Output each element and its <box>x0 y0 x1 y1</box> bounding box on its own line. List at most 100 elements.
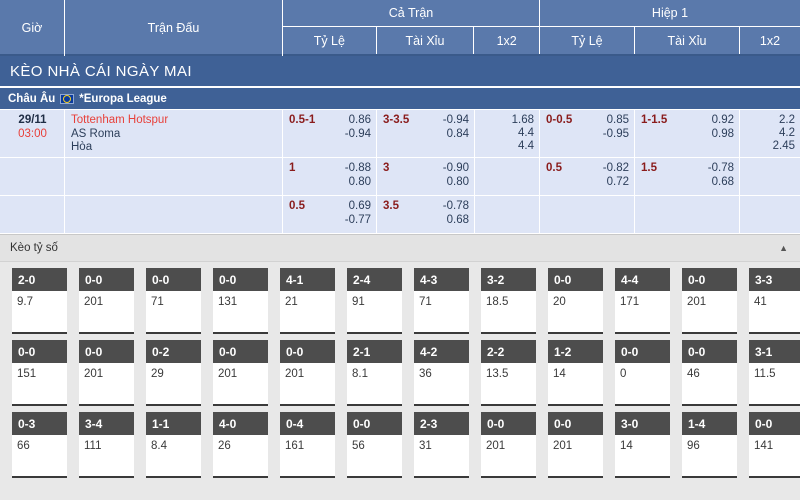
handicap-full-row1[interactable]: 0.5-1 0.86 -0.94 <box>283 110 377 157</box>
league-name-label: *Europa League <box>79 92 167 105</box>
match-date: 29/11 <box>18 114 47 126</box>
score-odds-cell[interactable]: 1-4 96 <box>682 412 737 478</box>
score-odds-cell[interactable]: 4-1 21 <box>280 268 335 334</box>
score-odds-value: 29 <box>151 368 164 380</box>
overunder-full-row3[interactable]: 3.5 -0.78 0.68 <box>377 196 475 233</box>
score-odds-value: 20 <box>553 296 566 308</box>
score-odds-cell[interactable]: 0-3 66 <box>12 412 67 478</box>
score-label: 4-3 <box>414 268 469 291</box>
handicap-full-row2[interactable]: 1 -0.88 0.80 <box>283 158 377 195</box>
score-odds-cell[interactable]: 1-1 8.4 <box>146 412 201 478</box>
handicap-h1-away-odds: 0.72 <box>606 175 629 188</box>
handicap-h1-away-odds: -0.95 <box>602 127 629 140</box>
score-odds-cell[interactable]: 0-0 151 <box>12 340 67 406</box>
score-odds-cell[interactable]: 3-0 14 <box>615 412 670 478</box>
score-odds-value: 201 <box>218 368 238 380</box>
handicap-home-odds: 0.86 <box>348 114 371 126</box>
score-label: 0-0 <box>548 268 603 291</box>
score-odds-cell[interactable]: 2-3 31 <box>414 412 469 478</box>
score-odds-cell[interactable]: 3-1 11.5 <box>749 340 800 406</box>
handicap-h1-row2[interactable]: 0.5 -0.82 0.72 <box>540 158 635 195</box>
score-odds-cell[interactable]: 2-0 9.7 <box>12 268 67 334</box>
match-teams-cell-empty <box>65 158 283 195</box>
score-odds-value: 21 <box>285 296 298 308</box>
score-odds-cell[interactable]: 0-0 131 <box>213 268 268 334</box>
overunder-h1-row1[interactable]: 1-1.5 0.92 0.98 <box>635 110 740 157</box>
score-odds-cell[interactable]: 0-0 0 <box>615 340 670 406</box>
score-odds-cell[interactable]: 4-2 36 <box>414 340 469 406</box>
score-odds-cell[interactable]: 0-0 201 <box>682 268 737 334</box>
score-odds-value: 9.7 <box>17 296 33 308</box>
score-odds-cell[interactable]: 0-2 29 <box>146 340 201 406</box>
overunder-full-row1[interactable]: 3-3.5 -0.94 0.84 <box>377 110 475 157</box>
onextwo-h1-draw-odds: 4.2 <box>779 127 795 139</box>
score-odds-cell[interactable]: 0-0 20 <box>548 268 603 334</box>
score-label: 0-0 <box>12 340 67 363</box>
score-odds-cell[interactable]: 0-0 141 <box>749 412 800 478</box>
handicap-h1-row3-empty <box>540 196 635 233</box>
score-odds-cell[interactable]: 1-2 14 <box>548 340 603 406</box>
score-odds-cell[interactable]: 0-0 201 <box>548 412 603 478</box>
score-odds-cell[interactable]: 4-3 71 <box>414 268 469 334</box>
score-odds-cell[interactable]: 3-3 41 <box>749 268 800 334</box>
score-label: 3-2 <box>481 268 536 291</box>
handicap-h1-row1[interactable]: 0-0.5 0.85 -0.95 <box>540 110 635 157</box>
score-label: 0-0 <box>548 412 603 435</box>
score-odds-cell[interactable]: 4-0 26 <box>213 412 268 478</box>
overunder-full-row2[interactable]: 3 -0.90 0.80 <box>377 158 475 195</box>
match-row-primary: 29/11 03:00 Tottenham Hotspur AS Roma Hò… <box>0 110 800 158</box>
onextwo-h1-row3-empty <box>740 196 800 233</box>
onextwo-full[interactable]: 1.68 4.4 4.4 <box>475 110 540 157</box>
under-h1-odds: 0.68 <box>711 175 734 188</box>
score-odds-value: 8.4 <box>151 440 167 452</box>
handicap-home-odds: 0.69 <box>348 200 371 212</box>
header-sub-1x2-h1: 1x2 <box>759 33 781 48</box>
score-odds-cell[interactable]: 3-4 111 <box>79 412 134 478</box>
header-group-full-match: Cả Trận Tỷ Lệ Tài Xỉu 1x2 <box>283 0 540 54</box>
onextwo-h1-row2-empty <box>740 158 800 195</box>
header-col-match: Trận Đấu <box>65 0 283 56</box>
score-odds-cell[interactable]: 0-0 46 <box>682 340 737 406</box>
match-teams-cell[interactable]: Tottenham Hotspur AS Roma Hòa <box>65 110 283 157</box>
score-odds-cell[interactable]: 0-4 161 <box>280 412 335 478</box>
header-col-time: Giờ <box>0 0 65 56</box>
score-odds-cell[interactable]: 2-1 8.1 <box>347 340 402 406</box>
score-odds-cell[interactable]: 0-0 71 <box>146 268 201 334</box>
chevron-up-icon[interactable]: ▲ <box>779 243 788 253</box>
score-label: 4-2 <box>414 340 469 363</box>
score-odds-value: 11.5 <box>754 368 776 380</box>
score-odds-cell[interactable]: 0-0 201 <box>481 412 536 478</box>
score-odds-value: 41 <box>754 296 767 308</box>
score-odds-value: 201 <box>285 368 305 380</box>
score-odds-value: 13.5 <box>486 368 509 380</box>
score-label: 0-0 <box>682 268 737 291</box>
onextwo-draw-odds: 4.4 <box>518 127 534 139</box>
score-odds-cell[interactable]: 2-4 91 <box>347 268 402 334</box>
score-odds-cell[interactable]: 0-0 56 <box>347 412 402 478</box>
score-section-header[interactable]: Kèo tỷ số ▲ <box>0 234 800 262</box>
overunder-h1-row2[interactable]: 1.5 -0.78 0.68 <box>635 158 740 195</box>
overunder-line-value: 3.5 <box>383 200 399 212</box>
onextwo-h1[interactable]: 2.2 4.2 2.45 <box>740 110 800 157</box>
header-sub-overunder-full: Tài Xỉu <box>377 27 475 54</box>
score-odds-value: 31 <box>419 440 432 452</box>
handicap-full-row3[interactable]: 0.5 0.69 -0.77 <box>283 196 377 233</box>
score-odds-value: 201 <box>553 440 573 452</box>
score-odds-cell[interactable]: 0-0 201 <box>280 340 335 406</box>
score-odds-value: 91 <box>352 296 365 308</box>
score-odds-cell[interactable]: 0-0 201 <box>79 268 134 334</box>
overunder-h1-line-value: 1.5 <box>641 162 657 174</box>
score-odds-cell[interactable]: 0-0 201 <box>79 340 134 406</box>
score-odds-value: 71 <box>419 296 432 308</box>
score-label: 0-0 <box>280 340 335 363</box>
score-odds-cell[interactable]: 2-2 13.5 <box>481 340 536 406</box>
league-bar[interactable]: Châu Âu *Europa League <box>0 88 800 110</box>
score-label: 0-4 <box>280 412 335 435</box>
score-odds-cell[interactable]: 0-0 201 <box>213 340 268 406</box>
score-odds-cell[interactable]: 3-2 18.5 <box>481 268 536 334</box>
draw-label: Hòa <box>71 141 93 153</box>
score-odds-value: 46 <box>687 368 700 380</box>
under-h1-odds: 0.98 <box>711 127 734 140</box>
score-odds-cell[interactable]: 4-4 171 <box>615 268 670 334</box>
score-odds-value: 201 <box>84 368 104 380</box>
